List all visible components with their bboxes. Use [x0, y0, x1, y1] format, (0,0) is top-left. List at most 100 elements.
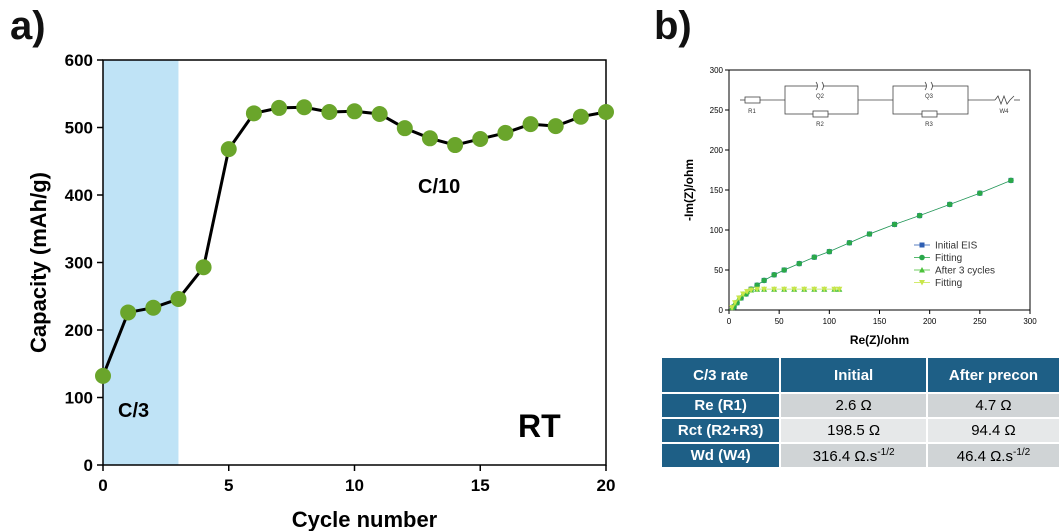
table-header: After precon	[927, 358, 1059, 392]
eis-point	[919, 254, 925, 261]
parallel-block-2	[784, 85, 859, 115]
circuit-label: R2	[816, 122, 824, 128]
eis-y-tick-label: 50	[714, 266, 723, 275]
c3-annotation: C/3	[118, 400, 149, 422]
parallel-block-3	[892, 85, 969, 115]
table-cell-exponent: -1/2	[877, 446, 895, 458]
cpe-q2-gap	[817, 82, 823, 90]
x-tick-label: 0	[98, 476, 107, 495]
table-cell: 4.7 Ω	[927, 394, 1059, 417]
eis-point	[736, 295, 743, 301]
panel-a-label: a)	[10, 4, 46, 48]
capacity-point	[447, 137, 464, 154]
eis-point	[1008, 177, 1014, 184]
capacity-point	[120, 304, 137, 321]
equivalent-circuit	[740, 81, 1020, 118]
table-cell-value: 46.4 Ω.s	[956, 447, 1013, 465]
eis-point	[846, 240, 853, 246]
legend-label: Fitting	[935, 278, 962, 289]
capacity-point	[396, 120, 413, 137]
eis-point	[761, 277, 767, 284]
table-row-label: Wd (W4)	[662, 444, 780, 467]
eis-point	[811, 286, 818, 293]
eis-point	[754, 282, 760, 289]
eis-point	[740, 291, 747, 297]
cpe-q3	[924, 81, 933, 91]
capacity-point	[598, 103, 614, 120]
circuit-label: R3	[925, 122, 933, 128]
x-tick-label: 10	[345, 476, 364, 495]
capacity-point	[245, 105, 262, 122]
eis-y-tick-label: 100	[710, 226, 724, 235]
table-cell: 94.4 Ω	[927, 419, 1059, 442]
capacity-point	[170, 290, 187, 307]
cpe-q2	[815, 81, 824, 91]
eis-point	[866, 231, 873, 237]
eis-x-tick-label: 200	[923, 317, 937, 326]
y-tick-label: 0	[84, 456, 93, 475]
warburg-w4	[994, 94, 1015, 106]
eis-y-tick-label: 0	[719, 306, 724, 315]
eis-point	[781, 286, 788, 293]
eis-point	[732, 300, 739, 306]
table-row-label: Rct (R2+R3)	[662, 419, 780, 442]
eis-point	[761, 286, 768, 293]
eis-point	[748, 287, 755, 293]
eis-point	[791, 286, 798, 293]
c10-annotation: C/10	[418, 176, 460, 198]
eis-x-tick-label: 300	[1023, 317, 1037, 326]
eis-point	[836, 286, 843, 293]
eis-point	[796, 260, 803, 267]
c3-shaded-region	[103, 60, 179, 465]
eis-point	[919, 280, 925, 286]
x-axis-label: Cycle number	[292, 507, 438, 531]
eis-x-tick-label: 0	[727, 317, 732, 326]
eis-point	[781, 267, 787, 273]
eis-point	[919, 267, 925, 273]
eis-x-tick-label: 100	[823, 317, 837, 326]
eis-chart: 0 50 100 150 200 250 300 0 50 100 150 200 250 300 Re(Z…	[682, 66, 1037, 347]
eis-point	[811, 254, 818, 260]
eis-x-axis-label: Re(Z)/ohm	[850, 333, 909, 347]
circuit-label: Q2	[816, 94, 825, 100]
circuit-label: Q3	[925, 94, 934, 100]
table-cell: 46.4 Ω.s-1/2	[927, 444, 1059, 467]
y-tick-label: 300	[65, 254, 93, 273]
eis-point	[821, 286, 828, 293]
table-cell-value: 316.4 Ω.s	[812, 447, 878, 465]
circuit-label: R1	[748, 109, 756, 115]
capacity-point	[421, 130, 438, 147]
x-tick-label: 5	[224, 476, 233, 495]
eis-x-tick-label: 250	[973, 317, 987, 326]
impedance-table: C/3 rate Initial After precon Re (R1) 2.…	[660, 356, 1061, 469]
eis-x-tick-label: 50	[775, 317, 784, 326]
eis-point	[771, 272, 777, 278]
eis-y-tick-label: 150	[710, 186, 724, 195]
capacity-point	[572, 108, 589, 125]
eis-point	[946, 201, 953, 208]
eis-point	[744, 289, 751, 295]
legend-label: Fitting	[935, 253, 962, 264]
table-cell: 2.6 Ω	[781, 394, 926, 417]
y-tick-label: 600	[65, 51, 93, 70]
y-tick-label: 200	[65, 321, 93, 340]
eis-y-tick-label: 250	[710, 106, 724, 115]
y-tick-label: 100	[65, 389, 93, 408]
eis-point	[801, 286, 808, 293]
table-row: Wd (W4) 316.4 Ω.s-1/2 46.4 Ω.s-1/2	[662, 444, 1059, 467]
resistor-r1	[744, 96, 761, 104]
table-cell: 316.4 Ω.s-1/2	[781, 444, 926, 467]
eis-x-tick-label: 150	[873, 317, 887, 326]
capacity-point	[472, 130, 489, 147]
table-header: Initial	[781, 358, 926, 392]
table-row-label: Re (R1)	[662, 394, 780, 417]
circuit-label: W4	[1000, 109, 1010, 115]
capacity-point	[220, 141, 237, 158]
capacity-point	[522, 116, 539, 133]
eis-point	[831, 286, 838, 293]
resistor-r3	[921, 110, 938, 118]
x-tick-label: 20	[597, 476, 616, 495]
cpe-q3-gap	[926, 82, 932, 90]
capacity-point	[497, 124, 514, 141]
